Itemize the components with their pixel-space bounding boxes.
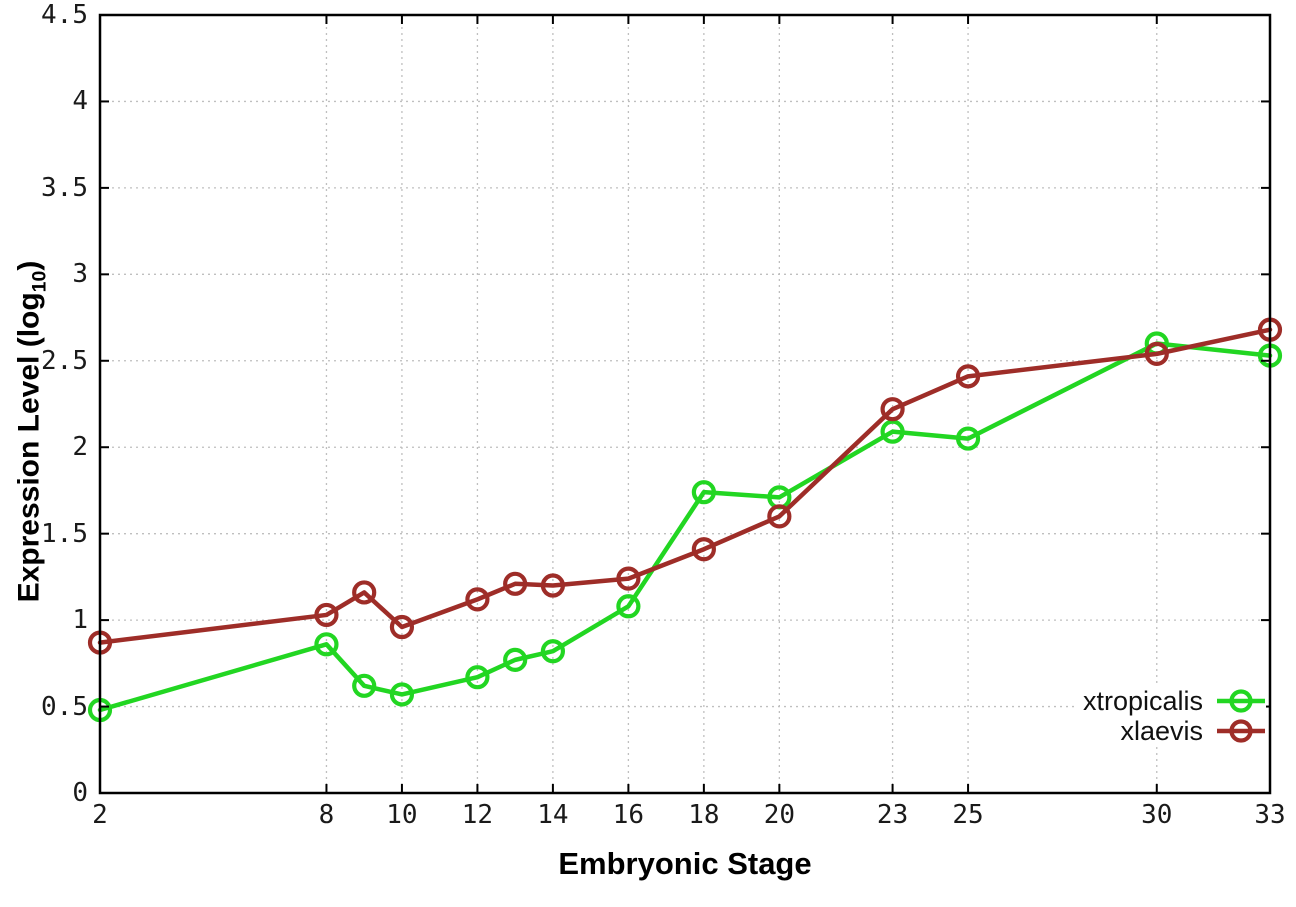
data-point-xlaevis bbox=[314, 602, 339, 628]
data-point-xtropicalis bbox=[389, 682, 415, 707]
x-tick-label: 33 bbox=[1254, 800, 1286, 830]
series-layer bbox=[87, 317, 1283, 723]
legend-marker-xtropicalis bbox=[1217, 689, 1265, 713]
y-tick-label: 4.5 bbox=[41, 0, 88, 30]
data-point-xlaevis bbox=[1144, 341, 1169, 366]
x-tick-label: 2 bbox=[92, 800, 108, 830]
x-tick-label: 23 bbox=[876, 800, 909, 830]
data-point-xlaevis bbox=[955, 364, 981, 389]
y-axis-title-close: ) bbox=[12, 260, 46, 271]
data-point-xtropicalis bbox=[616, 594, 641, 619]
data-point-xtropicalis bbox=[503, 647, 528, 672]
x-tick-label: 18 bbox=[688, 800, 720, 830]
y-tick-label: 0 bbox=[72, 778, 88, 808]
data-point-xtropicalis bbox=[352, 673, 377, 698]
data-point-xtropicalis bbox=[880, 419, 905, 444]
data-point-xlaevis bbox=[503, 571, 528, 596]
y-tick-label: 2 bbox=[72, 432, 88, 463]
data-point-xlaevis bbox=[540, 573, 566, 598]
data-point-xlaevis bbox=[691, 537, 716, 562]
y-tick-label: 1.5 bbox=[41, 518, 88, 549]
legend-row-xtropicalis: xtropicalis bbox=[1083, 686, 1266, 716]
data-point-xlaevis bbox=[389, 614, 415, 640]
data-point-xlaevis bbox=[880, 397, 905, 422]
x-tick-label: 30 bbox=[1141, 800, 1173, 830]
data-point-xlaevis bbox=[616, 566, 641, 591]
legend-row-xlaevis: xlaevis bbox=[1120, 716, 1266, 746]
y-tick-label: 1 bbox=[72, 605, 88, 636]
data-point-xtropicalis bbox=[691, 480, 716, 505]
data-point-xlaevis bbox=[352, 580, 377, 605]
x-tick-label: 16 bbox=[612, 800, 645, 830]
x-tick-label: 25 bbox=[952, 800, 984, 830]
y-tick-label: 3.5 bbox=[41, 172, 88, 203]
y-tick-label: 3 bbox=[72, 259, 88, 290]
data-point-xlaevis bbox=[465, 587, 490, 612]
legend-label-xtropicalis: xtropicalis bbox=[1082, 686, 1203, 716]
data-point-xlaevis bbox=[767, 504, 792, 529]
tickmark-layer bbox=[99, 14, 1271, 794]
grid-layer bbox=[100, 15, 1270, 793]
x-tick-label: 14 bbox=[537, 800, 569, 830]
x-tick-label: 10 bbox=[386, 800, 418, 830]
y-tick-label: 0.5 bbox=[41, 691, 88, 722]
data-point-xtropicalis bbox=[955, 426, 981, 451]
y-tick-label: 4 bbox=[72, 86, 88, 117]
plot-border bbox=[98, 13, 1272, 795]
x-tick-label: 8 bbox=[318, 800, 335, 830]
x-tick-label: 20 bbox=[763, 800, 795, 830]
data-point-xtropicalis bbox=[540, 639, 566, 664]
y-tick-label: 2.5 bbox=[41, 345, 88, 376]
legend: xtropicalis xlaevis bbox=[1076, 686, 1266, 746]
legend-label-xlaevis: xlaevis bbox=[1120, 716, 1203, 746]
series-xlaevis bbox=[87, 317, 1283, 655]
x-axis-title: Embryonic Stage bbox=[558, 846, 812, 881]
data-point-xtropicalis bbox=[465, 665, 490, 690]
series-xtropicalis bbox=[87, 331, 1283, 723]
x-tick-label: 12 bbox=[461, 800, 494, 830]
data-point-xtropicalis bbox=[314, 632, 339, 657]
legend-marker-xlaevis bbox=[1217, 719, 1265, 743]
y-axis-title-subscript: 10 bbox=[28, 270, 51, 293]
y-axis-title-text: Expression Level (log bbox=[12, 292, 46, 603]
y-axis-title: Expression Level (log10) bbox=[13, 82, 52, 782]
